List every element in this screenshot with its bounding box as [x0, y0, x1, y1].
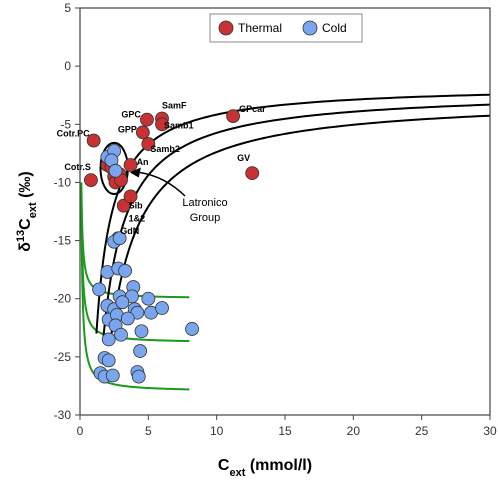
annotation-arrowhead	[129, 167, 141, 178]
thermal-point-17	[141, 137, 156, 151]
thermal-point-9	[123, 158, 138, 172]
cold-point-6	[112, 231, 127, 246]
point-label-4: GPP	[118, 124, 137, 134]
thermal-point-1	[86, 133, 101, 148]
y-tick-label-1: 5	[64, 1, 71, 15]
legend-label-1: Thermal	[238, 21, 282, 35]
point-label-6: Samb2	[150, 144, 180, 154]
cold-point-30	[133, 344, 148, 358]
point-label-1: Cotr.PC	[57, 129, 91, 139]
point-label-10: GV	[237, 153, 250, 163]
legend-marker-1	[218, 20, 234, 36]
y-tick-label-4: -10	[54, 175, 72, 189]
y-axis-title: δ13Cext (‰)	[15, 171, 39, 252]
annotation-arrow	[139, 171, 186, 197]
x-tick-label-2: 5	[145, 424, 152, 438]
x-tick-label-5: 20	[347, 424, 361, 438]
cold-point-10	[92, 282, 107, 297]
cold-point-9	[118, 263, 132, 278]
axes: 0 5 10 15 20 25 30 5 0 -5 -10 -15 -20 -25 -30	[54, 1, 497, 438]
y-axis-title-unit: (‰)	[17, 171, 34, 202]
thermal-point-16	[155, 117, 169, 132]
annotation-line1: Latronico	[182, 197, 227, 209]
legend-box	[209, 13, 363, 43]
legend-marker-2	[302, 20, 318, 36]
cold-point-32	[101, 353, 116, 368]
cold-point-29	[114, 327, 128, 342]
thermal-point-2	[84, 173, 98, 188]
cold-point-37	[131, 369, 146, 384]
cold-point-35	[105, 368, 120, 383]
point-label-8: An	[137, 157, 149, 167]
cold-point-27	[101, 332, 116, 347]
point-label-5: Samb1	[164, 120, 194, 130]
data-points	[84, 109, 260, 384]
y-axis-title-sub: ext	[27, 202, 39, 218]
x-tick-label-6: 25	[415, 424, 429, 438]
cold-point-21	[155, 301, 169, 315]
cold-point-25	[134, 324, 149, 339]
x-tick-label-7: 30	[483, 424, 497, 438]
cold-point-4	[108, 163, 123, 178]
thermal-point-18	[226, 109, 240, 124]
x-tick-label-1: 0	[77, 424, 84, 438]
point-label-9: GPcar	[239, 104, 266, 114]
point-label-11: Sib	[129, 200, 144, 210]
thermal-point-11	[123, 189, 138, 204]
point-label-13: GdN	[120, 226, 139, 236]
point-labels: Cotr.PC GPC SamF GPP Samb1 Samb2 Cotr.S An GPcar…	[57, 100, 266, 236]
y-tick-label-5: -15	[54, 234, 72, 248]
cold-point-17	[115, 295, 130, 310]
point-label-12: 1&2	[129, 213, 146, 223]
latronico-annotation: Latronico Group	[129, 167, 228, 224]
cold-point-26	[185, 322, 199, 336]
x-axis-title-unit: (mmol/l)	[245, 457, 312, 474]
thermal-point-14	[140, 112, 154, 127]
y-tick-label-8: -30	[54, 408, 72, 422]
thermal-point-13	[135, 125, 150, 140]
cold-point-24	[120, 311, 135, 326]
thermal-point-10	[116, 198, 131, 213]
point-label-2: GPC	[121, 109, 141, 119]
y-axis-title-sup: 13	[15, 230, 27, 242]
point-label-7: Cotr.S	[64, 162, 91, 172]
y-tick-label-2: 0	[64, 59, 71, 73]
cold-point-14	[141, 291, 156, 306]
y-axis-title-delta: δ	[17, 242, 34, 252]
legend: Thermal Cold	[209, 13, 363, 43]
y-tick-label-3: -5	[60, 117, 71, 131]
x-axis-title-c: C	[218, 457, 230, 474]
y-axis-title-c: C	[17, 218, 34, 230]
thermal-point-19	[245, 166, 260, 181]
green-curve-3	[80, 205, 190, 391]
legend-label-2: Cold	[322, 21, 347, 35]
black-curve-3	[109, 114, 491, 346]
point-label-3: SamF	[162, 100, 187, 110]
y-tick-label-6: -20	[54, 292, 72, 306]
x-axis-title: Cext (mmol/l)	[218, 457, 312, 479]
annotation-line2: Group	[190, 212, 221, 224]
x-axis-title-sub: ext	[229, 467, 245, 479]
x-tick-label-4: 15	[278, 424, 292, 438]
y-tick-label-7: -25	[54, 350, 72, 364]
black-curve-1	[95, 93, 491, 334]
x-tick-label-3: 10	[210, 424, 224, 438]
